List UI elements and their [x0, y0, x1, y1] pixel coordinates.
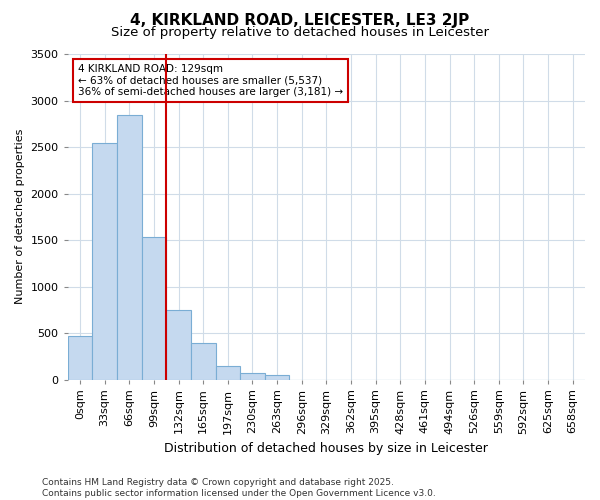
Bar: [265, 375, 289, 380]
X-axis label: Distribution of detached houses by size in Leicester: Distribution of detached houses by size …: [164, 442, 488, 455]
Y-axis label: Number of detached properties: Number of detached properties: [15, 129, 25, 304]
Text: Size of property relative to detached houses in Leicester: Size of property relative to detached ho…: [111, 26, 489, 39]
Bar: [117, 116, 142, 380]
Bar: [191, 343, 215, 380]
Bar: [68, 336, 92, 380]
Bar: [240, 372, 265, 380]
Bar: [142, 237, 166, 380]
Text: 4 KIRKLAND ROAD: 129sqm
← 63% of detached houses are smaller (5,537)
36% of semi: 4 KIRKLAND ROAD: 129sqm ← 63% of detache…: [78, 64, 343, 97]
Bar: [166, 310, 191, 380]
Bar: [92, 144, 117, 380]
Text: 4, KIRKLAND ROAD, LEICESTER, LE3 2JP: 4, KIRKLAND ROAD, LEICESTER, LE3 2JP: [130, 12, 470, 28]
Text: Contains HM Land Registry data © Crown copyright and database right 2025.
Contai: Contains HM Land Registry data © Crown c…: [42, 478, 436, 498]
Bar: [215, 366, 240, 380]
